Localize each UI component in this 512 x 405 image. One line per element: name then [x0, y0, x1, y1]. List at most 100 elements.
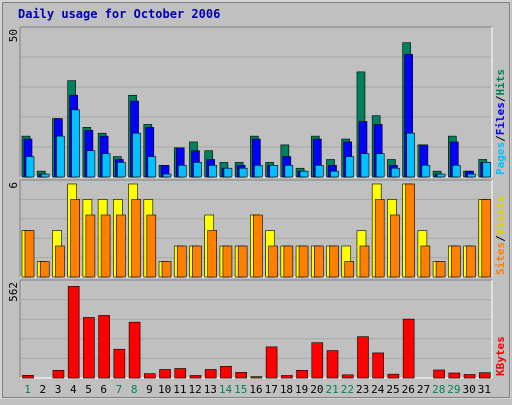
bar-pages-day-3: [56, 135, 65, 178]
bar-sites-day-21: [329, 245, 339, 278]
bar-kbytes-day-10: [159, 369, 171, 379]
legend-entry: Visits: [494, 196, 507, 236]
bar-kbytes-day-28: [433, 369, 445, 379]
day-label: 28: [432, 383, 445, 396]
bar-sites-day-11: [176, 245, 187, 278]
bar-sites-day-1: [24, 230, 35, 278]
legend-entry: KBytes: [494, 336, 507, 376]
bar-kbytes-day-31: [478, 372, 491, 379]
y-axis-max-label: 562: [7, 282, 20, 302]
bar-sites-day-30: [466, 245, 476, 278]
bar-pages-day-20: [314, 165, 324, 178]
bar-pages-day-26: [406, 132, 415, 178]
bar-kbytes-day-4: [67, 286, 80, 379]
legend-entry: Pages: [494, 142, 507, 175]
day-label: 8: [131, 383, 138, 396]
bar-pages-day-13: [208, 165, 218, 178]
bar-kbytes-day-8: [128, 321, 141, 379]
bar-sites-day-9: [146, 214, 157, 278]
day-label: 25: [386, 383, 399, 396]
legend-entry: Sites: [494, 242, 507, 275]
bar-kbytes-day-18: [281, 375, 293, 379]
day-label: 19: [295, 383, 308, 396]
day-label: 9: [146, 383, 153, 396]
bar-sites-day-6: [100, 214, 111, 278]
day-label: 18: [280, 383, 293, 396]
bar-sites-day-12: [192, 245, 202, 278]
bar-kbytes-day-25: [387, 373, 400, 379]
bar-pages-day-23: [360, 153, 370, 178]
bar-kbytes-day-13: [204, 369, 217, 379]
chart-title: Daily usage for October 2006: [18, 7, 220, 21]
panel-kbytes: 562 KBytes: [7, 279, 507, 379]
bar-sites-day-7: [116, 214, 126, 278]
day-label: 1: [24, 383, 31, 396]
bar-pages-day-1: [25, 156, 35, 178]
day-label: 16: [249, 383, 262, 396]
bar-pages-day-25: [391, 167, 400, 178]
bar-kbytes-day-26: [402, 318, 415, 379]
day-label: 29: [447, 383, 460, 396]
day-label: 2: [40, 383, 47, 396]
day-label: 4: [70, 383, 77, 396]
bar-kbytes-day-9: [144, 373, 156, 379]
bar-sites-day-20: [313, 245, 324, 278]
legend-entry: /: [494, 95, 507, 102]
bar-pages-day-9: [147, 156, 157, 178]
bar-sites-day-16: [253, 214, 263, 278]
day-label: 11: [173, 383, 186, 396]
bar-pages-day-6: [101, 153, 111, 178]
bar-pages-day-27: [421, 165, 431, 178]
bar-sites-day-15: [237, 245, 248, 278]
day-label: 3: [55, 383, 62, 396]
bar-kbytes-day-24: [372, 352, 384, 379]
bar-kbytes-day-29: [448, 372, 461, 379]
panel-hits-files-pages: 50 Pages/Files/Hits: [7, 26, 507, 178]
bar-sites-day-13: [207, 230, 218, 278]
y-axis-max-label: 50: [7, 29, 20, 42]
y-axis-max-label: 6: [7, 182, 20, 189]
bar-kbytes-day-22: [341, 374, 354, 379]
x-axis-day-labels: 1 2 3 4 5 6 7 8 9 10 11 12 13 14 15 16 17 18 19 20 21 22 23 24 2…: [24, 383, 491, 396]
bar-pages-day-7: [117, 162, 126, 178]
bar-kbytes-day-30: [463, 374, 476, 379]
bar-sites-day-24: [374, 199, 385, 278]
axis-legend: KBytes: [494, 336, 507, 376]
bar-pages-day-21: [330, 170, 339, 178]
bar-pages-day-22: [345, 156, 355, 178]
day-label: 24: [371, 383, 385, 396]
bar-kbytes-day-3: [52, 370, 65, 379]
bar-sites-day-18: [283, 245, 294, 278]
day-label: 5: [85, 383, 92, 396]
bar-sites-day-28: [435, 261, 446, 278]
bar-kbytes-day-15: [235, 372, 247, 379]
day-label: 14: [219, 383, 233, 396]
bar-pages-day-29: [452, 165, 461, 178]
bar-pages-day-8: [132, 132, 141, 178]
bar-kbytes-day-20: [311, 342, 324, 379]
bar-pages-day-15: [238, 167, 248, 178]
bar-sites-day-4: [70, 199, 80, 278]
frame-shadow: [2, 2, 510, 398]
axis-legend: Pages/Files/Hits: [494, 69, 507, 175]
bar-kbytes-day-5: [83, 317, 95, 379]
bar-kbytes-day-7: [113, 348, 126, 379]
day-label: 22: [341, 383, 354, 396]
bar-pages-day-18: [284, 165, 294, 178]
legend-entry: /: [494, 135, 507, 142]
bar-sites-day-22: [344, 261, 355, 278]
day-label: 30: [463, 383, 476, 396]
bar-sites-day-14: [222, 245, 233, 278]
legend-entry: Hits: [494, 69, 507, 96]
bar-sites-day-29: [451, 245, 461, 278]
bar-kbytes-day-1: [22, 375, 34, 379]
bar-kbytes-day-19: [296, 370, 308, 379]
day-label: 6: [100, 383, 107, 396]
bar-pages-day-4: [71, 109, 80, 178]
bar-sites-day-10: [161, 261, 172, 278]
bar-pages-day-11: [177, 165, 187, 178]
day-label: 27: [417, 383, 430, 396]
day-label: 15: [234, 383, 247, 396]
